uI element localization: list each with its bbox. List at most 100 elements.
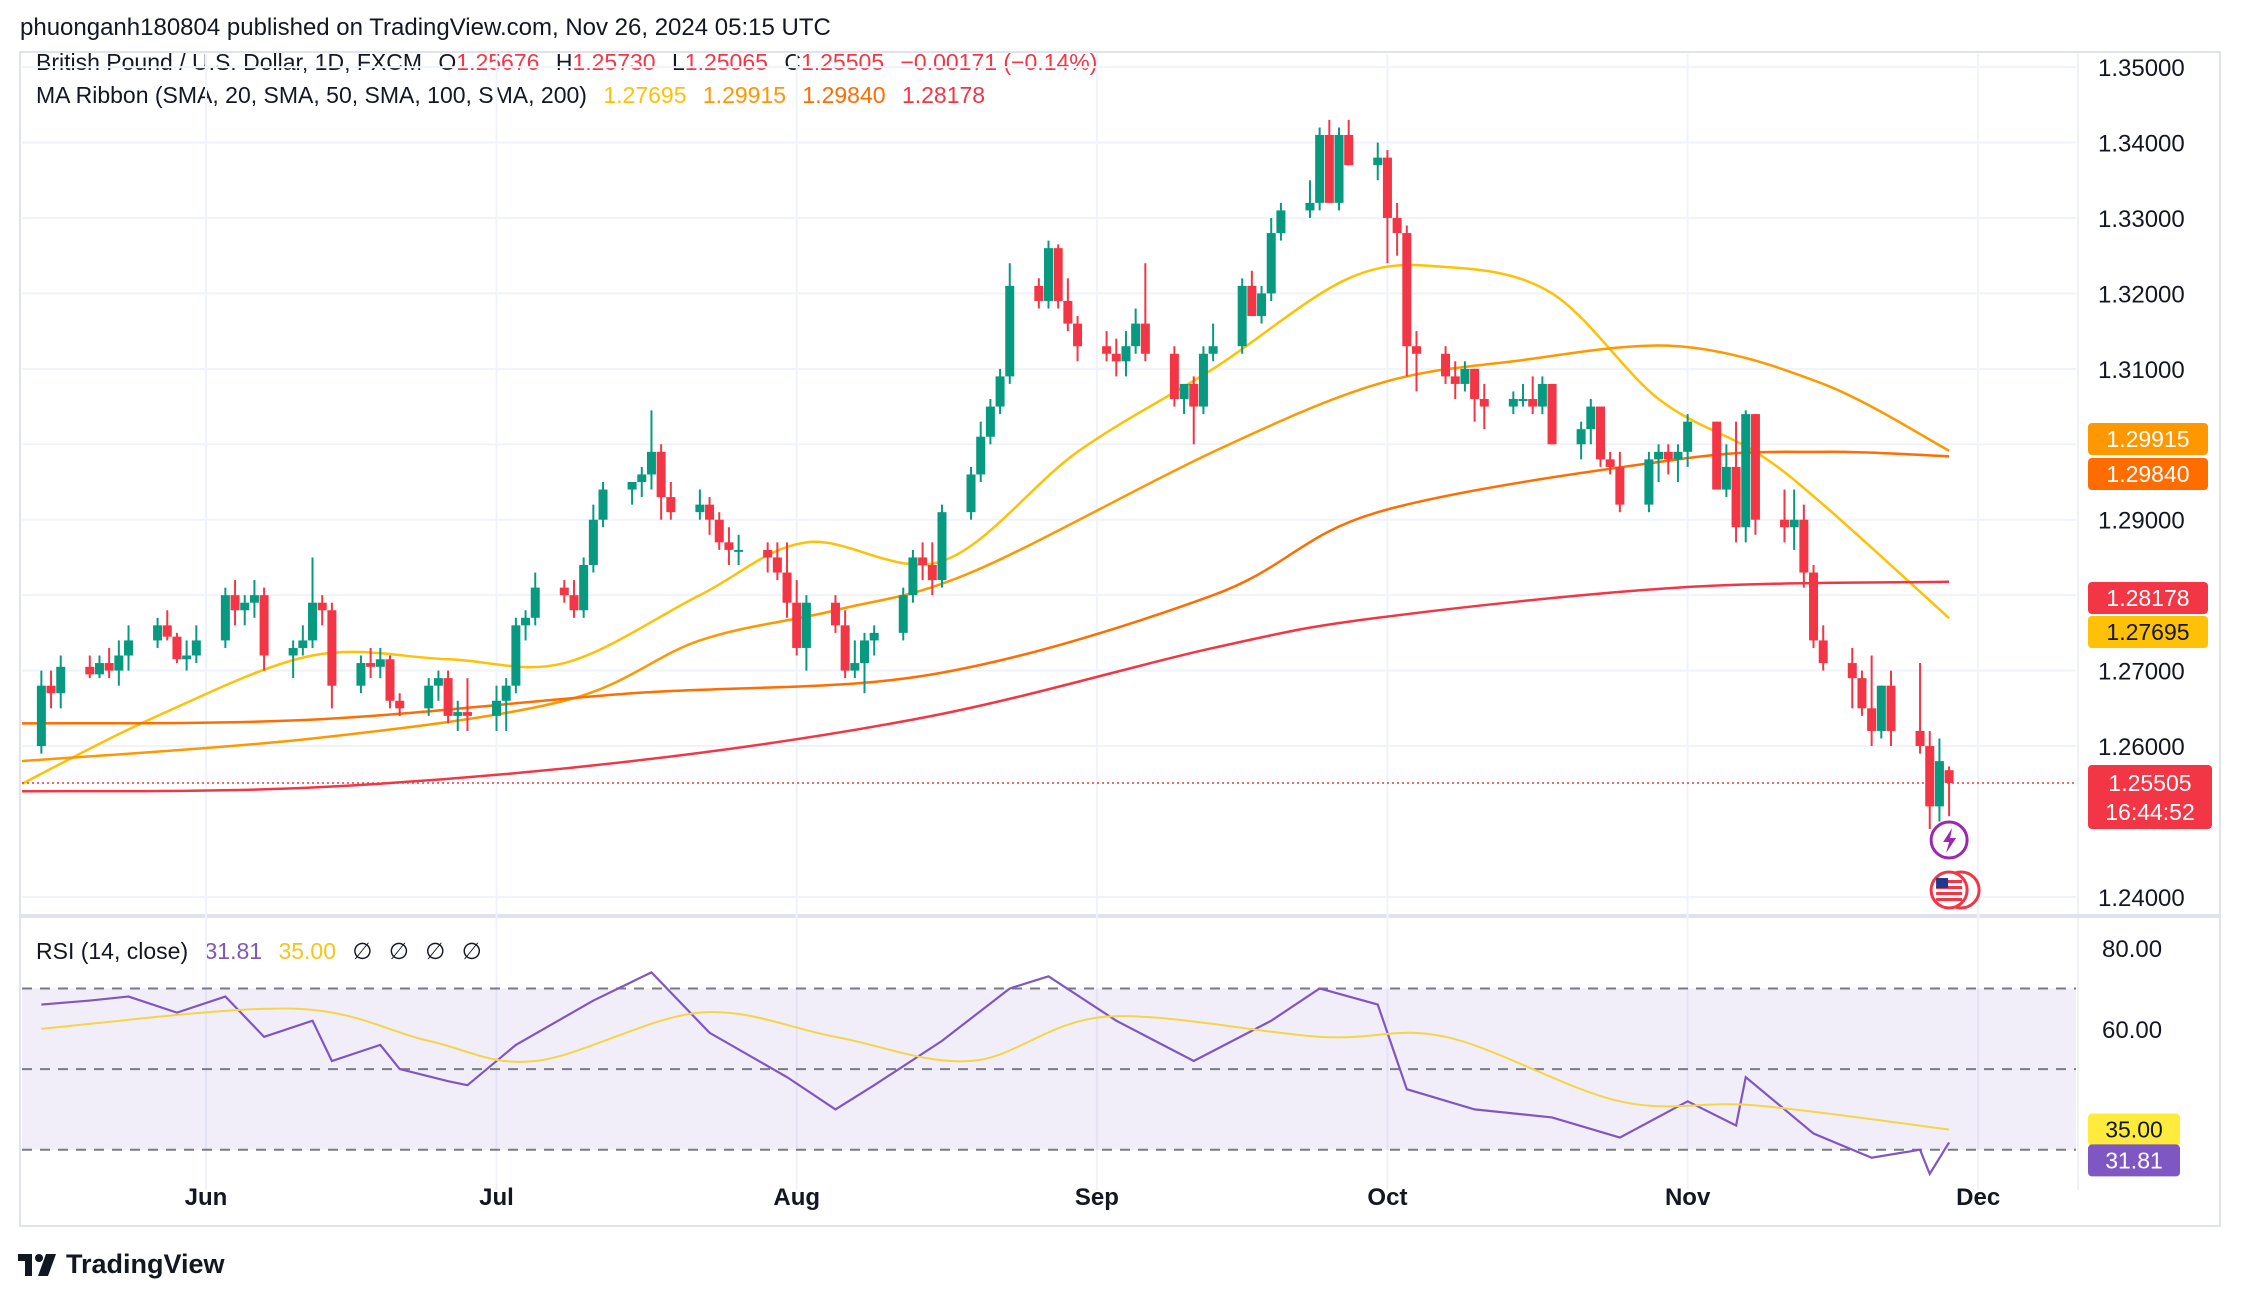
time-tick-label: Nov (1665, 1184, 1711, 1211)
candle (1576, 421, 1586, 460)
candle (521, 610, 531, 641)
candle-body (375, 659, 385, 667)
candle-body (424, 685, 434, 709)
rsi-ma-badge: 35.00 (2088, 1113, 2180, 1146)
candle (230, 580, 240, 626)
candle-body (104, 663, 114, 671)
candle (1315, 127, 1325, 211)
candle (1886, 670, 1896, 747)
candle (1334, 127, 1344, 211)
candle-body (259, 595, 269, 656)
candle (433, 670, 443, 701)
flag-stripe (1936, 898, 1963, 901)
rsi-ma-badge-text: 35.00 (2105, 1117, 2163, 1143)
flag-stripe (1936, 880, 1963, 883)
candle (1441, 346, 1451, 384)
candle-body (1373, 157, 1383, 166)
candle (1605, 451, 1615, 475)
ohlc-values: O1.25676 H1.25730 L1.25065 C1.25505 −0.0… (438, 49, 1107, 75)
event-markers (1929, 820, 1981, 910)
candle-body (1741, 414, 1751, 528)
candle (317, 595, 327, 626)
candle-body (1382, 157, 1392, 218)
candle-body (1063, 300, 1073, 324)
candle-body (1712, 421, 1722, 490)
candle (705, 497, 715, 535)
c-label: C (784, 49, 801, 75)
candle (1750, 414, 1760, 535)
candle-body (695, 504, 705, 513)
candle-body (1179, 383, 1189, 400)
price-tick-label: 1.31000 (2098, 357, 2185, 384)
brand-footer[interactable]: TradingView (18, 1249, 225, 1280)
candle (1402, 225, 1412, 377)
ma-ribbon (21, 263, 2076, 793)
candle-body (1334, 134, 1344, 203)
current-price-badge-bg (2088, 765, 2212, 829)
sma200-line (21, 580, 1950, 793)
candle (1344, 119, 1354, 166)
candle-body (191, 640, 201, 656)
candle-body (724, 542, 734, 550)
candle (1005, 263, 1015, 384)
candle-body (1257, 293, 1267, 317)
candle (1324, 119, 1334, 203)
candle-body (714, 519, 724, 543)
candle-body (1925, 746, 1935, 807)
candle-body (1198, 353, 1208, 407)
candle-body (1818, 640, 1828, 664)
candle (240, 595, 250, 626)
rsi-value-badge-bg (2088, 1144, 2180, 1177)
candle (191, 625, 201, 664)
candle (385, 655, 395, 709)
candle (1237, 278, 1247, 354)
candle (1140, 263, 1150, 362)
candle-body (1857, 678, 1867, 709)
rsi-line (41, 970, 1951, 1177)
candle (792, 580, 802, 656)
candle (375, 647, 385, 679)
candle (182, 640, 192, 671)
candle-body (1779, 519, 1789, 528)
candle-body (1470, 368, 1480, 400)
ma-price-badge-bg (2088, 582, 2208, 614)
candle-body (1537, 383, 1547, 407)
rsi-background-band (22, 988, 2076, 1150)
candle-body (1750, 414, 1760, 520)
candle-body (1915, 730, 1925, 747)
candle (1169, 346, 1179, 407)
candle (1586, 399, 1596, 445)
ma-title[interactable]: MA Ribbon (SMA, 20, SMA, 50, SMA, 100, S… (36, 82, 587, 108)
candle-body (656, 451, 666, 498)
candle-body (598, 489, 608, 520)
candle-body (1402, 233, 1412, 347)
candle-body (288, 647, 298, 656)
candle (288, 640, 298, 679)
candle (1644, 451, 1654, 513)
candle-body (1615, 466, 1625, 505)
candle-body (1809, 572, 1819, 641)
candle-body (36, 685, 46, 747)
candle (443, 670, 453, 724)
price-tick-label: 1.34000 (2098, 131, 2185, 158)
candle-body (56, 666, 66, 694)
rsi-ma-value: 35.00 (278, 938, 337, 964)
time-tick-label: Jun (185, 1184, 228, 1211)
candle (1470, 368, 1480, 422)
rsi-extra-4: ∅ (461, 938, 482, 964)
candle-body (492, 700, 502, 716)
candle (1073, 316, 1083, 362)
ma-price-badge: 1.28178 (2088, 582, 2208, 614)
candle (1411, 331, 1421, 392)
candle-body (443, 678, 453, 716)
rsi-extra-1: ∅ (352, 938, 373, 964)
rsi-title[interactable]: RSI (14, close) (36, 938, 189, 964)
ma-price-badge: 1.29915 (2088, 423, 2208, 455)
symbol-title[interactable]: British Pound / U.S. Dollar, 1D, FXCM (36, 49, 423, 75)
candle (1266, 217, 1276, 301)
candle (1847, 647, 1857, 709)
candle-body (220, 595, 230, 641)
candle-body (230, 595, 240, 611)
candle (588, 504, 598, 573)
